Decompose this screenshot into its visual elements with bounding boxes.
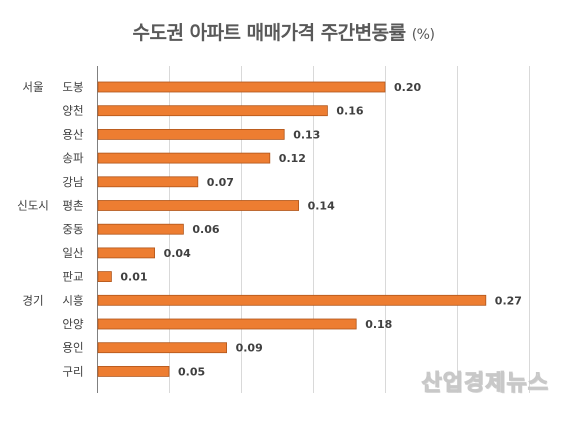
bar <box>97 365 170 377</box>
category-label: 용산 <box>62 127 84 141</box>
category-label: 판교 <box>62 270 83 284</box>
bar <box>97 342 228 354</box>
category-label: 용인 <box>62 341 83 355</box>
data-label: 0.13 <box>293 128 320 141</box>
category-label: 구리 <box>62 364 83 378</box>
category-label: 양천 <box>62 104 83 118</box>
data-label: 0.07 <box>207 176 234 189</box>
data-label: 0.04 <box>164 247 191 260</box>
bar <box>97 294 487 306</box>
category-label: 도봉 <box>62 80 83 94</box>
category-label: 중동 <box>62 222 83 236</box>
group-label: 서울 <box>22 80 43 94</box>
data-label: 0.14 <box>308 200 335 213</box>
data-label: 0.27 <box>495 294 522 307</box>
watermark: 산업경제뉴스 <box>421 371 549 397</box>
chart-title: 수도권 아파트 매매가격 주간변동률 (%) <box>0 18 567 45</box>
data-label: 0.20 <box>394 81 421 94</box>
bar <box>97 105 328 117</box>
bar <box>97 176 199 188</box>
bar <box>97 81 386 93</box>
chart-title-text: 수도권 아파트 매매가격 주간변동률 <box>132 22 407 44</box>
data-label: 0.16 <box>336 105 363 118</box>
category-label: 일산 <box>62 246 84 260</box>
bar <box>97 271 112 283</box>
bar <box>97 318 357 330</box>
category-label: 강남 <box>62 175 84 189</box>
bar <box>97 200 300 211</box>
data-label: 0.12 <box>279 152 306 165</box>
data-label: 0.18 <box>365 318 392 331</box>
chart-title-unit: (%) <box>411 27 435 43</box>
category-label: 안양 <box>62 317 84 331</box>
bar <box>97 128 285 140</box>
category-label: 평촌 <box>62 199 83 213</box>
data-label: 0.09 <box>236 342 263 355</box>
group-label: 신도시 <box>17 199 49 213</box>
data-label: 0.06 <box>192 223 219 236</box>
bar <box>97 223 184 235</box>
data-label: 0.05 <box>178 365 205 378</box>
category-label: 송파 <box>62 151 84 165</box>
bar <box>97 152 271 164</box>
data-label: 0.01 <box>120 271 147 284</box>
group-label: 경기 <box>22 293 43 307</box>
bar <box>97 247 155 259</box>
category-label: 시흥 <box>62 293 83 307</box>
